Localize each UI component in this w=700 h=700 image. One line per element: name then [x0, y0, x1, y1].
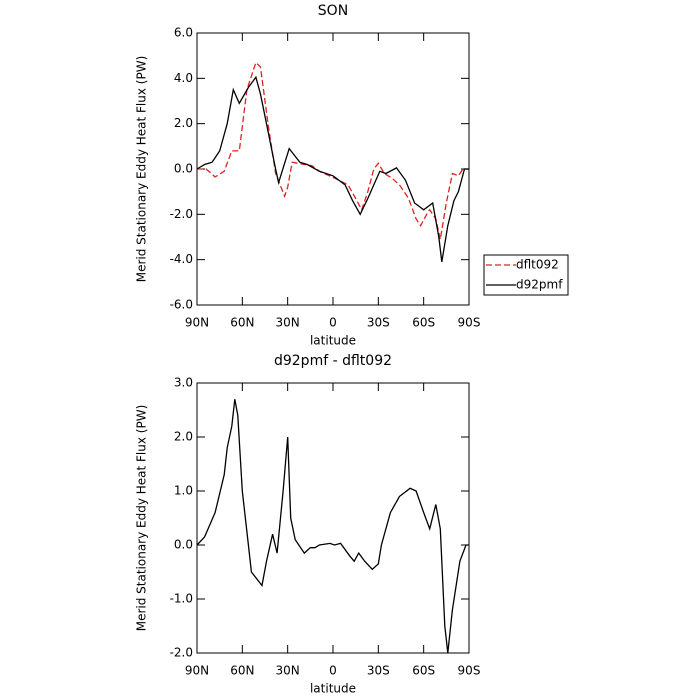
y-tick-label: 6.0 — [174, 26, 193, 40]
legend-label: d92pmf — [516, 278, 563, 292]
legend-box — [483, 254, 569, 296]
x-tick-label: 60S — [412, 664, 435, 678]
y-tick-label: 2.0 — [174, 116, 193, 130]
y-tick-label: -1.0 — [170, 592, 193, 606]
x-axis-label: latitude — [310, 334, 356, 348]
y-axis-label: Merid Stationary Eddy Heat Flux (PW) — [135, 405, 149, 632]
y-tick-label: 4.0 — [174, 71, 193, 85]
x-axis-label: latitude — [310, 682, 356, 696]
y-tick-label: -2.0 — [170, 207, 193, 221]
y-tick-label: -2.0 — [170, 646, 193, 660]
data-line — [196, 75, 469, 263]
x-tick-label: 90S — [458, 664, 481, 678]
y-tick-label: 1.0 — [174, 484, 193, 498]
y-axis-label: Merid Stationary Eddy Heat Flux (PW) — [135, 56, 149, 283]
x-tick-label: 60S — [412, 316, 435, 330]
legend-label: dflt092 — [516, 258, 559, 272]
y-tick-label: -6.0 — [170, 298, 193, 312]
chart-title: d92pmf - dflt092 — [274, 353, 392, 369]
plot-frame — [196, 32, 470, 306]
x-tick-label: 60N — [230, 316, 254, 330]
x-tick-label: 60N — [230, 664, 254, 678]
x-tick-label: 30S — [367, 316, 390, 330]
x-tick-label: 30N — [276, 316, 300, 330]
x-tick-label: 0 — [329, 316, 337, 330]
y-tick-label: -4.0 — [170, 252, 193, 266]
y-tick-label: 0.0 — [174, 162, 193, 176]
data-line — [197, 61, 469, 240]
x-tick-label: 30S — [367, 664, 390, 678]
x-tick-label: 90S — [458, 316, 481, 330]
x-tick-label: 30N — [276, 664, 300, 678]
chart-title: SON — [318, 3, 348, 19]
y-tick-label: 0.0 — [174, 538, 193, 552]
y-tick-label: 3.0 — [174, 376, 193, 390]
x-tick-label: 90N — [185, 664, 209, 678]
x-tick-label: 90N — [185, 316, 209, 330]
y-tick-label: 2.0 — [174, 430, 193, 444]
x-tick-label: 0 — [329, 664, 337, 678]
data-line — [196, 399, 469, 654]
